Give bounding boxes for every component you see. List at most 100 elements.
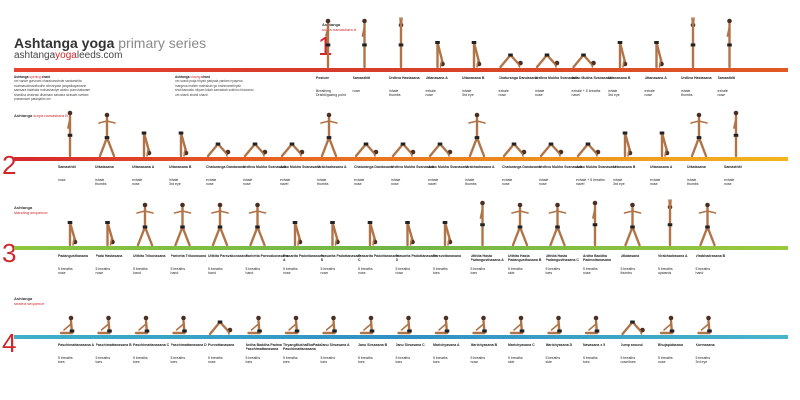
pose-breath: exhale xyxy=(502,178,513,182)
pose-name: Chaturanga Dandasana xyxy=(498,76,538,80)
pose-name: Adho Mukha Svanasana xyxy=(280,165,321,169)
pose-label: Pada Hastasana 5 breaths nose xyxy=(96,254,140,275)
pose-figure xyxy=(322,315,337,335)
section-number-3: 3 xyxy=(2,238,17,268)
pose-figure xyxy=(243,142,268,158)
pose-gaze: nose xyxy=(320,271,329,276)
pose-gaze: hand xyxy=(133,271,141,276)
pose-figure xyxy=(67,110,73,158)
pose-breath: 5 breaths xyxy=(620,356,636,360)
pose-breath: inhale xyxy=(539,178,549,182)
pose-breath: Breathing xyxy=(316,89,331,93)
pose-label: Samasthiti exhale nose xyxy=(718,76,762,97)
pose-label: Ardha Baddha Padmottanasana 5 breaths nose xyxy=(583,254,627,275)
pose-gaze: toes xyxy=(58,360,65,365)
pose-gaze: hand xyxy=(208,271,216,276)
pose-breath: exhale xyxy=(354,178,365,182)
pose-breath: 5 breaths xyxy=(283,356,298,360)
pose-name: Ardha Baddha Padmottanasana xyxy=(583,254,612,263)
pose-label: Kurmasana 5 breaths 3rd eye xyxy=(696,343,740,364)
pose-breath: inhale xyxy=(317,178,327,182)
pose-gaze: side xyxy=(508,271,515,276)
pose-label: Urdhva Mukha Svanasana inhale nose xyxy=(391,165,435,186)
pose-breath: exhale xyxy=(132,178,143,182)
pose-gaze: upwards xyxy=(658,271,672,276)
pose-label: Paschimattanasana D 5 breaths toes xyxy=(171,343,215,364)
pose-breath: 5 breaths xyxy=(695,356,711,360)
pose-figure xyxy=(292,221,303,247)
pose-gaze: nose xyxy=(395,271,404,276)
pose-name: Chaturanga Dandasana xyxy=(206,165,246,169)
pose-name: Urdhva Mukha Svanasana xyxy=(535,76,579,80)
pose-gaze: nose xyxy=(58,271,66,276)
pose-gaze: toes xyxy=(170,360,178,365)
pose-name: Urdhva Mukha Svanasana xyxy=(391,165,435,169)
pose-name: Utthita Hasta Padangusthasana B xyxy=(508,254,542,263)
pose-name: Paschimattanasana D xyxy=(170,343,207,347)
pose-gaze: nose xyxy=(644,93,653,98)
pose-breath: exhale xyxy=(644,89,655,93)
pose-breath: exhale xyxy=(717,89,728,93)
pose-breath: exhale xyxy=(498,89,509,93)
pose-breath: 5 breaths xyxy=(508,267,523,271)
pose-gaze: navel xyxy=(576,182,585,187)
pose-label: Samasthiti exhale nose xyxy=(724,165,768,186)
pose-gaze: side xyxy=(545,360,552,365)
pose-gaze: hand xyxy=(695,271,704,276)
pose-label: Purvottanasana 5 breaths nose xyxy=(208,343,252,364)
pose-gaze: toes xyxy=(283,360,290,365)
pose-name: Samasthiti xyxy=(717,76,736,80)
pose-name: Utthita Trikonasana xyxy=(133,254,166,258)
pose-gaze: hand xyxy=(170,271,179,276)
pose-label: Uttanasana B inhale 3rd eye xyxy=(169,165,213,186)
opening-chant-title: Ashtanga opening chant xyxy=(14,75,51,79)
pose-breath: exhale xyxy=(724,178,735,182)
pose-name: Adho Mukha Svanasana xyxy=(576,165,617,169)
pose-figure xyxy=(98,112,116,158)
section-band-2 xyxy=(14,157,788,161)
pose-gaze: 3rd eye xyxy=(613,182,625,187)
pose-gaze: navel xyxy=(428,182,437,187)
pose-name: Paschimattanasana A xyxy=(58,343,95,347)
pose-figure xyxy=(472,315,487,335)
pose-label: Uttanasana B inhale 3rd eye xyxy=(608,76,652,97)
pose-name: Jump around xyxy=(620,343,643,347)
pose-breath: 5 breaths xyxy=(58,356,73,360)
pose-label: Urdhva Mukha Svanasana inhale nose xyxy=(243,165,287,186)
pose-breath: exhale xyxy=(425,89,436,93)
pose-name: Padangusthasana xyxy=(58,254,88,258)
pose-name: Parsvottanasana xyxy=(433,254,462,258)
pose-gaze: toes xyxy=(395,360,403,365)
section-label-1: Ashtanga surya namaskara A xyxy=(322,22,357,32)
pose-breath: inhale xyxy=(389,89,399,93)
pose-figure xyxy=(247,315,262,335)
pose-name: Paschimattanasana B xyxy=(95,343,132,347)
pose-name: Samasthiti xyxy=(352,76,371,80)
opening-chant: Ashtanga opening chant om vande gurunam … xyxy=(14,75,94,101)
pose-name: Paschimattanasana C xyxy=(133,343,170,347)
pose-breath: inhale xyxy=(95,178,105,182)
site-url[interactable]: ashtangayogaleeds.com xyxy=(14,50,122,61)
pose-name: Janu Sirsasana B xyxy=(358,343,388,347)
pose-breath: 5 breaths xyxy=(245,356,261,360)
pose-label: Virabhadrasana B 5 breaths hand xyxy=(696,254,740,275)
pose-breath: 5 breaths xyxy=(133,356,148,360)
pose-gaze: nose xyxy=(498,93,507,98)
pose-breath: inhale xyxy=(243,178,253,182)
pose-gaze: toes xyxy=(583,360,590,365)
pose-gaze: nose xyxy=(658,360,666,365)
pose-gaze: toes xyxy=(433,360,440,365)
pose-label: Samasthiti nose xyxy=(58,165,102,182)
pose-figure xyxy=(539,142,564,158)
pose-gaze: nose xyxy=(470,360,479,365)
pose-breath: exhale + 5 breaths xyxy=(571,89,601,93)
pose-breath: inhale xyxy=(462,89,472,93)
pose-name: Prasarita Padottanasana C xyxy=(358,254,399,263)
pose-label: Chaturanga Dandasana exhale nose xyxy=(499,76,543,97)
pose-breath: 5 breaths xyxy=(358,356,373,360)
pose-gaze: toes xyxy=(545,271,553,276)
pose-name: Adho Mukha Svanasana xyxy=(571,76,612,80)
pose-breath: 5 breaths xyxy=(95,267,111,271)
pose-label: Utkatasana inhale thumbs xyxy=(687,165,731,186)
